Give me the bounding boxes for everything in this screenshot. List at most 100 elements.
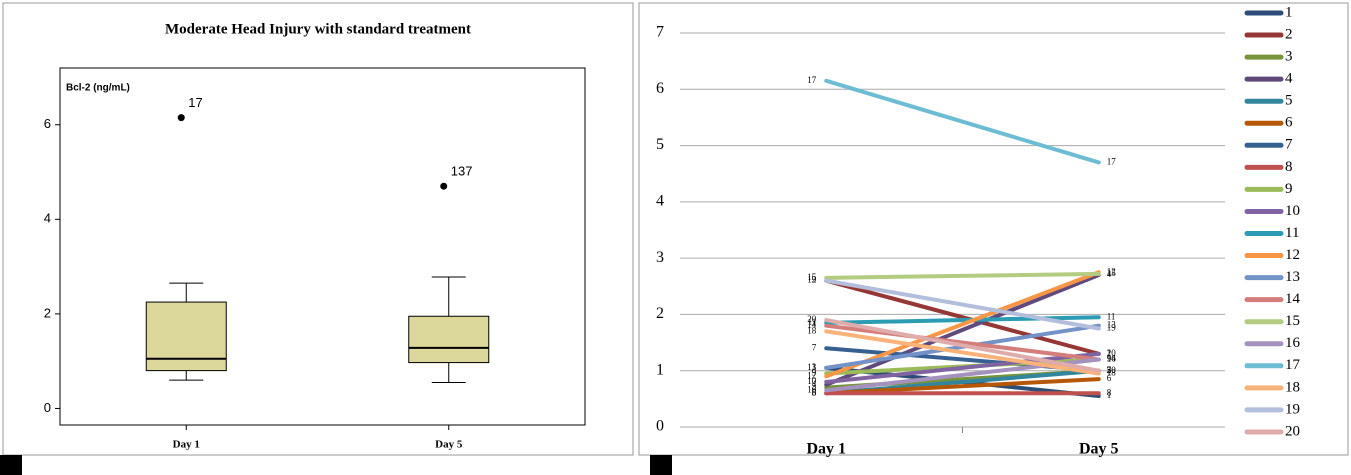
point-label: 6 [812, 387, 817, 397]
series-line [824, 278, 1101, 331]
point-label: 7 [1107, 365, 1112, 375]
x-tick-label: Day 5 [1079, 441, 1119, 458]
legend-label: 1 [1285, 4, 1293, 20]
panel-label-bg [650, 455, 672, 475]
point-label: 19 [1107, 323, 1117, 333]
x-tick-label: Day 5 [435, 439, 463, 451]
y-tick-label: 4 [656, 193, 664, 210]
legend-label: 13 [1285, 269, 1300, 285]
legend-label: 16 [1285, 335, 1301, 351]
point-label: 11 [1107, 311, 1116, 321]
point-label: 13 [1107, 320, 1117, 330]
panel-label: b [656, 454, 666, 474]
chart-title: Moderate Head Injury with standard treat… [165, 21, 471, 37]
legend-label: 5 [1285, 93, 1293, 109]
x-tick-label: Day 1 [806, 441, 846, 458]
point-label: 19 [807, 275, 817, 285]
point-label: 8 [812, 387, 817, 397]
y-tick-label: 5 [656, 136, 664, 153]
point-label: 14 [1107, 354, 1117, 364]
point-label: 16 [807, 384, 817, 394]
legend-label: 14 [1285, 291, 1301, 307]
plot-frame [59, 67, 586, 426]
x-tick-label: Day 1 [173, 439, 200, 451]
legend-label: 8 [1285, 159, 1293, 175]
point-label: 6 [1107, 373, 1112, 383]
series-line [824, 315, 1101, 325]
y-tick-label: 3 [656, 249, 664, 266]
panel-label: a [6, 454, 17, 474]
y-tick-label: 0 [656, 418, 664, 435]
series-line [824, 377, 1101, 396]
box [408, 315, 490, 364]
legend-label: 11 [1285, 225, 1299, 241]
series-line [824, 78, 1101, 165]
point-label: 15 [1107, 268, 1117, 278]
legend-label: 18 [1285, 379, 1300, 395]
point-label: 2 [1107, 348, 1112, 358]
legend-label: 2 [1285, 26, 1293, 42]
legend-label: 20 [1285, 423, 1300, 439]
y-tick-label: 2 [656, 305, 664, 322]
point-label: 10 [807, 376, 817, 386]
y-tick-label: 1 [656, 361, 664, 378]
point-label: 10 [1107, 348, 1117, 358]
point-label: 3 [812, 382, 817, 392]
point-label: 18 [1107, 368, 1117, 378]
legend-label: 10 [1285, 203, 1300, 219]
point-label: 4 [1107, 269, 1112, 279]
series-line [824, 351, 1101, 384]
series-line [824, 323, 1101, 362]
legend-label: 12 [1285, 247, 1300, 263]
point-label: 18 [807, 325, 817, 335]
point-label: 20 [1107, 365, 1117, 375]
point-label: 13 [807, 362, 817, 372]
series-line [824, 271, 1101, 280]
legend-label: 19 [1285, 401, 1300, 417]
series-line [824, 273, 1101, 387]
point-label: 12 [807, 370, 816, 380]
y-tick-label: 0 [44, 400, 51, 415]
legend-label: 15 [1285, 313, 1300, 329]
point-label: 5 [1107, 365, 1112, 375]
outlier-label: 137 [451, 164, 473, 179]
point-label: 1 [812, 362, 817, 372]
point-label: 11 [808, 317, 817, 327]
point-label: 8 [1107, 387, 1112, 397]
point-label: 17 [807, 75, 817, 85]
point-label: 9 [812, 368, 817, 378]
legend-label: 7 [1285, 137, 1293, 153]
point-label: 15 [807, 272, 817, 282]
outlier-label: 17 [188, 95, 202, 110]
series-line [824, 318, 1101, 373]
y-tick-label: 7 [656, 24, 664, 41]
legend-label: 9 [1285, 181, 1293, 197]
panel-frame [2, 2, 634, 456]
panel-label-bg [0, 455, 22, 475]
point-label: 2 [812, 275, 817, 285]
outlier [440, 182, 448, 190]
point-label: 17 [1107, 157, 1117, 167]
y-tick-label: 6 [656, 80, 664, 97]
point-label: 16 [1107, 354, 1117, 364]
point-label: 7 [812, 342, 817, 352]
point-label: 20 [807, 314, 817, 324]
series-line [824, 278, 1101, 356]
point-label: 12 [1107, 266, 1116, 276]
point-label: 1 [1107, 390, 1112, 400]
box [145, 301, 227, 372]
legend-label: 4 [1285, 71, 1293, 87]
y-tick-label: 2 [44, 305, 51, 320]
outlier [177, 114, 185, 122]
point-label: 3 [1107, 365, 1112, 375]
legend-label: 17 [1285, 357, 1301, 373]
series-line [824, 329, 1101, 376]
point-label: 9 [1107, 354, 1112, 364]
point-label: 5 [812, 387, 817, 397]
point-label: 4 [812, 379, 817, 389]
point-label: 14 [807, 320, 817, 330]
y-tick-label: 4 [44, 211, 51, 226]
y-tick-label: 6 [44, 116, 51, 131]
